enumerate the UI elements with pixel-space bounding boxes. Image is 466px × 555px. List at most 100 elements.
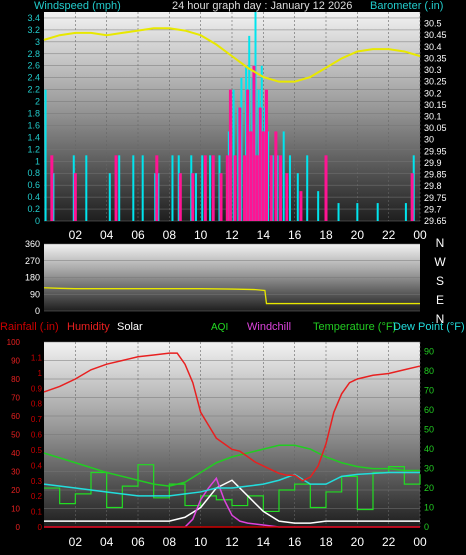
direction-plot-grid (44, 243, 420, 312)
temperature-tick-label: 0 (424, 522, 429, 532)
wind-gust-bar (337, 203, 340, 221)
wind-speed-bar (285, 173, 289, 221)
humidity-tick-label: 70 (11, 394, 20, 403)
wind-speed-bar (255, 155, 259, 221)
wind-gust-bar (72, 155, 75, 221)
windspeed-bars (44, 12, 415, 222)
wind-speed-bar (249, 131, 253, 221)
wind-speed-bar (264, 89, 268, 221)
barometer-tick-label: 30.2 (424, 88, 442, 98)
wind-speed-bar (155, 155, 159, 221)
temperature-tick-label: 60 (424, 405, 434, 415)
wind-gust-bar (108, 173, 111, 221)
windspeed-tick-label: 3.2 (27, 25, 40, 35)
barometer-tick-label: 30.1 (424, 112, 442, 122)
windspeed-axis: 0 0.2 0.4 0.6 0.8 1 1.2 1.4 1.61.8 2 2.2 2.4 2.6 2.8 3… (27, 13, 40, 226)
barometer-axis: 29.6529.729.7529.829.8529.929.953030.053… (424, 19, 447, 226)
rainfall-tick-label: 1.1 (31, 353, 43, 362)
wind-gust-bar (209, 155, 212, 221)
direction-tick-label: 0 (35, 306, 40, 316)
wind-gust-bar (232, 89, 235, 221)
bottom-x-tick-label: 14 (257, 535, 271, 549)
wind-gust-bar (194, 173, 197, 221)
wind-speed-bar (114, 155, 118, 221)
wind-gust-bar (157, 173, 160, 221)
windspeed-tick-label: 3 (35, 37, 40, 47)
humidity-line (43, 352, 421, 482)
wind-direction-line (43, 287, 420, 305)
barometer-tick-label: 29.8 (424, 181, 442, 191)
rainfall-legend: Rainfall (.in) (0, 321, 59, 333)
bottom-series (43, 352, 421, 528)
direction-tick-label: 360 (25, 239, 40, 249)
wind-gust-bar (271, 155, 274, 221)
wind-speed-bar (228, 89, 232, 221)
compass-label: W (434, 255, 446, 269)
wind-gust-bar (267, 131, 270, 221)
temperature-axis: 0 10 20 30 40 50 60 70 80 90 (424, 347, 434, 532)
windspeed-tick-label: 3.4 (27, 13, 40, 23)
bottom-x-tick-label: 18 (319, 535, 333, 549)
rainfall-tick-label: 0.2 (31, 492, 43, 501)
wind-gust-bar (245, 65, 248, 221)
wind-gust-bar (85, 155, 88, 221)
wind-speed-bar (274, 131, 278, 221)
wind-gust-bar (240, 77, 243, 221)
bottom-x-tick-label: 02 (69, 535, 83, 549)
barometer-tick-label: 30.35 (424, 53, 447, 63)
rainfall-tick-label: 0.9 (31, 384, 43, 393)
wind-speed-bar (269, 155, 273, 221)
aqi-legend: AQI (211, 322, 228, 333)
wind-speed-bar (50, 155, 54, 221)
solar-line (44, 479, 420, 524)
wind-speed-bar (238, 107, 242, 221)
barometer-tick-label: 30.15 (424, 100, 447, 110)
rainfall-tick-label: 0.5 (31, 446, 43, 455)
top-x-axis: 02 04 06 08 10 12 14 16 18 20 22 00 (69, 228, 427, 242)
wind-speed-bar (258, 107, 262, 221)
wind-gust-bar (260, 65, 263, 221)
temperature-tick-label: 40 (424, 444, 434, 454)
wind-speed-bar (211, 155, 215, 221)
bottom-x-tick-label: 08 (163, 535, 177, 549)
top-x-tick-label: 14 (257, 228, 271, 242)
bottom-x-tick-label: 04 (100, 535, 114, 549)
wind-speed-bar (261, 131, 265, 221)
rainfall-axis: 0 0.1 0.2 0.3 0.4 0.5 0.6 0.7 0.8 0.9 1 1.1 (31, 353, 43, 532)
top-x-tick-label: 22 (382, 228, 396, 242)
rainfall-tick-label: 0.8 (31, 400, 43, 409)
wind-gust-bar (356, 203, 359, 221)
rainfall-tick-label: 0.3 (31, 477, 43, 486)
barometer-tick-label: 29.95 (424, 146, 447, 156)
barometer-tick-label: 29.85 (424, 170, 447, 180)
wind-gust-bar (141, 155, 144, 221)
barometer-tick-label: 29.75 (424, 193, 447, 203)
humidity-tick-label: 90 (11, 357, 20, 366)
temperature-tick-label: 90 (424, 347, 434, 357)
top-x-tick-label: 20 (351, 228, 365, 242)
wind-gust-bar (190, 155, 193, 221)
windspeed-tick-label: 0.4 (27, 192, 40, 202)
windspeed-tick-label: 2.6 (27, 61, 40, 71)
windspeed-axis-label: Windspeed (mph) (34, 0, 121, 12)
compass-label: E (436, 293, 444, 307)
wind-speed-bar (324, 155, 328, 221)
bottom-x-tick-label: 06 (131, 535, 145, 549)
humidity-tick-label: 0 (16, 523, 21, 532)
top-x-tick-label: 12 (225, 228, 239, 242)
dew-point-line (43, 471, 420, 497)
wind-gust-bar (296, 173, 299, 221)
dewpoint-legend: Dew Point (°F) (393, 321, 465, 333)
direction-axis: 0 90 180 270 360 (25, 239, 40, 316)
bottom-x-tick-label: 10 (194, 535, 208, 549)
temperature-tick-label: 70 (424, 386, 434, 396)
wind-speed-bar (219, 173, 223, 221)
compass-label: N (436, 312, 445, 326)
humidity-tick-label: 20 (11, 486, 20, 495)
rainfall-tick-label: 0 (38, 523, 43, 532)
windspeed-tick-label: 1.6 (27, 120, 40, 130)
barometer-series (43, 27, 421, 83)
barometer-line (43, 27, 421, 83)
windspeed-tick-label: 2.2 (27, 85, 40, 95)
temperature-line (43, 444, 420, 487)
